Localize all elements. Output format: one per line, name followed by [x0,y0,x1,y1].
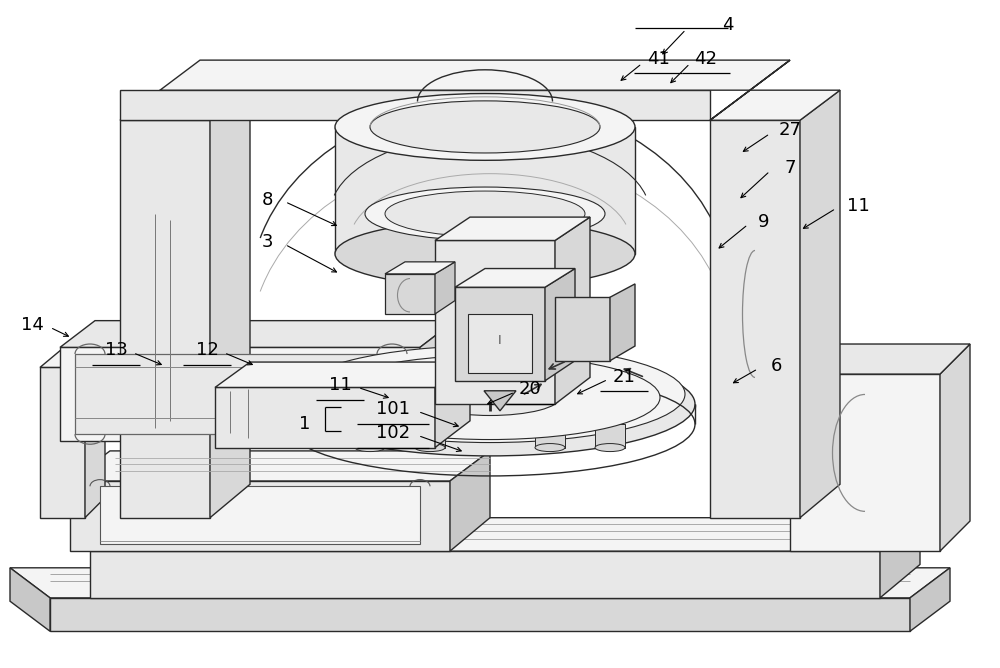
Ellipse shape [420,379,560,415]
Polygon shape [120,120,210,518]
Polygon shape [70,481,450,551]
Polygon shape [60,321,455,347]
Text: 42: 42 [694,50,718,67]
Polygon shape [210,90,250,518]
Polygon shape [120,90,250,120]
Polygon shape [215,387,435,448]
Ellipse shape [595,444,625,452]
Polygon shape [455,269,575,287]
Polygon shape [595,424,625,448]
Polygon shape [555,297,610,361]
Text: 1: 1 [299,415,311,432]
Polygon shape [120,90,710,120]
Polygon shape [910,568,950,631]
Ellipse shape [535,444,565,452]
Polygon shape [100,486,420,544]
Ellipse shape [285,353,695,456]
Polygon shape [215,362,470,387]
Polygon shape [335,127,635,254]
Polygon shape [455,287,545,381]
Polygon shape [40,367,85,518]
Polygon shape [450,451,490,551]
Polygon shape [420,321,455,441]
Polygon shape [940,344,970,551]
Text: 11: 11 [847,197,869,214]
Text: I: I [498,334,502,347]
Text: 101: 101 [376,401,410,418]
Text: 11: 11 [329,377,351,394]
Polygon shape [435,262,455,314]
Ellipse shape [355,444,385,452]
Polygon shape [790,344,970,374]
Polygon shape [385,262,455,274]
Polygon shape [160,60,790,90]
Polygon shape [40,351,105,367]
Text: 21: 21 [613,368,635,385]
Text: 4: 4 [722,17,734,34]
Text: 27: 27 [778,122,802,139]
Text: 7: 7 [784,160,796,177]
Text: 3: 3 [261,234,273,251]
Polygon shape [710,120,800,518]
Polygon shape [385,274,435,314]
Polygon shape [545,269,575,381]
Ellipse shape [365,187,605,240]
Polygon shape [610,284,635,361]
Ellipse shape [415,444,445,452]
Ellipse shape [320,355,660,440]
Text: 14: 14 [21,316,43,333]
Polygon shape [535,424,565,448]
Polygon shape [800,90,840,518]
Polygon shape [435,240,555,404]
Polygon shape [70,451,490,481]
Polygon shape [10,568,950,598]
Polygon shape [90,551,880,598]
Polygon shape [710,90,840,120]
Polygon shape [415,424,445,448]
Polygon shape [880,518,920,598]
Text: 8: 8 [261,192,273,209]
Polygon shape [435,217,590,240]
Polygon shape [75,354,408,434]
Text: 9: 9 [758,213,770,230]
Polygon shape [468,314,532,373]
Polygon shape [484,391,516,411]
Polygon shape [85,351,105,518]
Polygon shape [355,424,385,448]
Ellipse shape [370,101,600,153]
Polygon shape [50,598,910,631]
Polygon shape [90,518,920,551]
Polygon shape [710,60,790,120]
Text: 20: 20 [519,381,541,398]
Ellipse shape [335,220,635,287]
Ellipse shape [385,191,585,236]
Polygon shape [10,568,50,631]
Polygon shape [60,347,420,441]
Ellipse shape [295,346,685,443]
Polygon shape [790,374,940,551]
Text: 12: 12 [196,341,218,359]
Polygon shape [555,217,590,404]
Text: 102: 102 [376,424,410,442]
Ellipse shape [335,94,635,160]
Text: 41: 41 [647,50,669,67]
Text: 6: 6 [770,357,782,375]
Polygon shape [435,362,470,448]
Text: 13: 13 [105,341,127,359]
